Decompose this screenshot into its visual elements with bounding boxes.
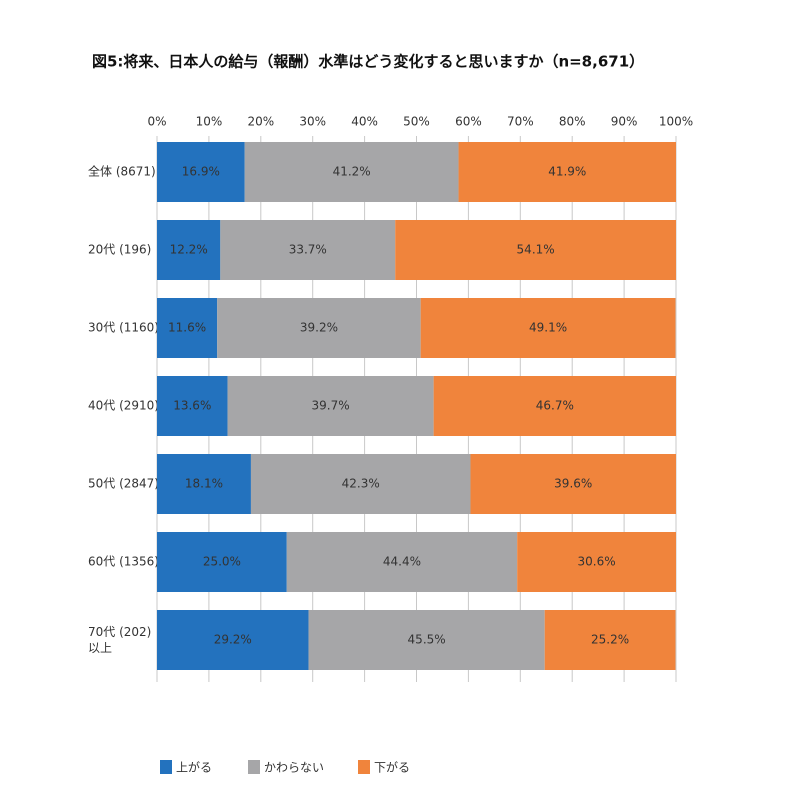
bar-segment — [420, 298, 676, 358]
value-label: 39.7% — [312, 399, 350, 413]
legend-swatch — [358, 760, 370, 774]
chart-title: 図5:将来、日本人の給与（報酬）水準はどう変化すると思いますか（n=8,671） — [92, 53, 644, 71]
bar-segment — [458, 142, 676, 202]
y-tick-label: 30代 (1160) — [88, 321, 159, 335]
y-tick-label: 全体 (8671) — [88, 164, 156, 179]
bar-segment — [217, 298, 421, 358]
bar-segment — [517, 532, 676, 592]
y-tick-label: 60代 (1356) — [88, 555, 159, 569]
value-label: 44.4% — [383, 555, 421, 569]
x-tick-label: 20% — [247, 115, 274, 129]
value-label: 29.2% — [214, 633, 252, 647]
x-tick-label: 30% — [299, 115, 326, 129]
bar-segment — [286, 532, 518, 592]
bar-segment — [157, 454, 251, 514]
legend-swatch — [248, 760, 260, 774]
bar-segment — [157, 376, 228, 436]
bar-segment — [544, 610, 676, 670]
value-label: 11.6% — [168, 321, 206, 335]
x-tick-label: 80% — [559, 115, 586, 129]
bar-segment — [157, 298, 218, 358]
value-label: 45.5% — [408, 633, 446, 647]
bar-segment — [220, 220, 396, 280]
bar-segment — [250, 454, 471, 514]
value-label: 25.2% — [591, 633, 629, 647]
value-label: 18.1% — [185, 477, 223, 491]
y-tick-label: 20代 (196) — [88, 243, 151, 257]
legend-label: 上がる — [176, 760, 212, 775]
value-label: 46.7% — [536, 399, 574, 413]
y-tick-label: 40代 (2910) — [88, 399, 159, 413]
y-tick-label: 50代 (2847) — [88, 477, 159, 491]
bar-segment — [227, 376, 434, 436]
bar-segment — [395, 220, 676, 280]
value-label: 39.2% — [300, 321, 338, 335]
x-tick-label: 10% — [196, 115, 223, 129]
value-label: 42.3% — [342, 477, 380, 491]
value-label: 54.1% — [517, 243, 555, 257]
value-label: 13.6% — [173, 399, 211, 413]
value-label: 30.6% — [578, 555, 616, 569]
bar-segment — [433, 376, 676, 436]
legend-label: 下がる — [374, 760, 410, 775]
bar-segment — [244, 142, 459, 202]
value-label: 49.1% — [529, 321, 567, 335]
x-tick-label: 40% — [351, 115, 378, 129]
x-tick-label: 70% — [507, 115, 534, 129]
bar-segment — [470, 454, 676, 514]
x-tick-label: 90% — [611, 115, 638, 129]
bar-segment — [157, 142, 245, 202]
value-label: 41.9% — [548, 165, 586, 179]
legend-label: かわらない — [264, 761, 324, 775]
bar-segment — [157, 532, 287, 592]
y-tick-label: 70代 (202)以上 — [88, 625, 151, 655]
bar-segment — [157, 610, 309, 670]
legend-swatch — [160, 760, 172, 774]
bar-segment — [308, 610, 545, 670]
value-label: 33.7% — [289, 243, 327, 257]
value-label: 41.2% — [333, 165, 371, 179]
bar-segment — [157, 220, 221, 280]
value-label: 25.0% — [203, 555, 241, 569]
value-label: 39.6% — [554, 477, 592, 491]
x-tick-label: 0% — [147, 115, 166, 129]
x-tick-label: 60% — [455, 115, 482, 129]
value-label: 12.2% — [170, 243, 208, 257]
x-tick-label: 100% — [659, 115, 693, 129]
value-label: 16.9% — [182, 165, 220, 179]
x-tick-label: 50% — [403, 115, 430, 129]
